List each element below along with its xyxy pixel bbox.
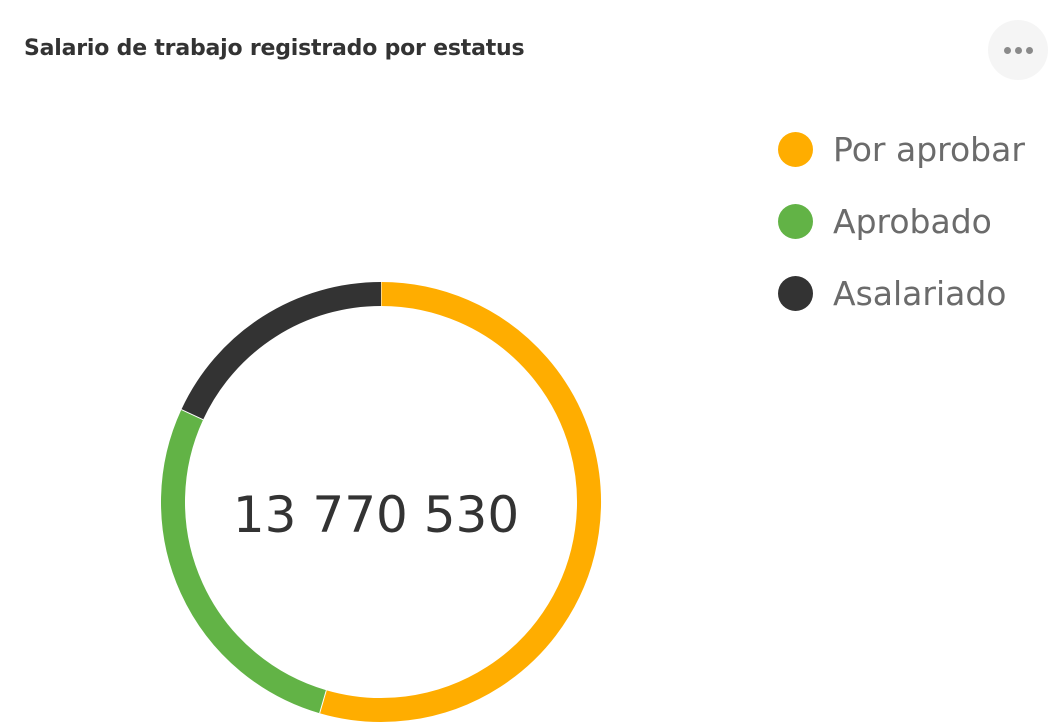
donut-slice-por-aprobar[interactable]: [319, 282, 601, 722]
chart-legend: Por aprobar Aprobado Asalariado: [778, 124, 1025, 340]
donut-slice-separator: [319, 690, 327, 714]
donut-slice-aprobado[interactable]: [161, 409, 327, 714]
more-horizontal-icon-dot: [1014, 46, 1022, 54]
more-options-button[interactable]: [988, 20, 1048, 80]
legend-label: Asalariado: [833, 273, 1007, 313]
more-horizontal-icon-dot: [1025, 46, 1033, 54]
legend-swatch: [778, 131, 813, 167]
legend-item-aprobado[interactable]: Aprobado: [778, 196, 1025, 246]
donut-slice-separator: [181, 409, 204, 421]
more-horizontal-icon: [1003, 46, 1011, 54]
donut-slice-asalariado[interactable]: [181, 282, 382, 420]
legend-label: Aprobado: [833, 201, 992, 241]
legend-item-asalariado[interactable]: Asalariado: [778, 268, 1025, 318]
chart-title: Salario de trabajo registrado por estatu…: [24, 36, 525, 61]
donut-slices: [161, 282, 601, 722]
donut-center-value: 13 770 530: [233, 486, 519, 544]
legend-item-por-aprobar[interactable]: Por aprobar: [778, 124, 1025, 174]
legend-swatch: [778, 275, 813, 311]
legend-swatch: [778, 203, 813, 239]
legend-label: Por aprobar: [833, 129, 1025, 169]
